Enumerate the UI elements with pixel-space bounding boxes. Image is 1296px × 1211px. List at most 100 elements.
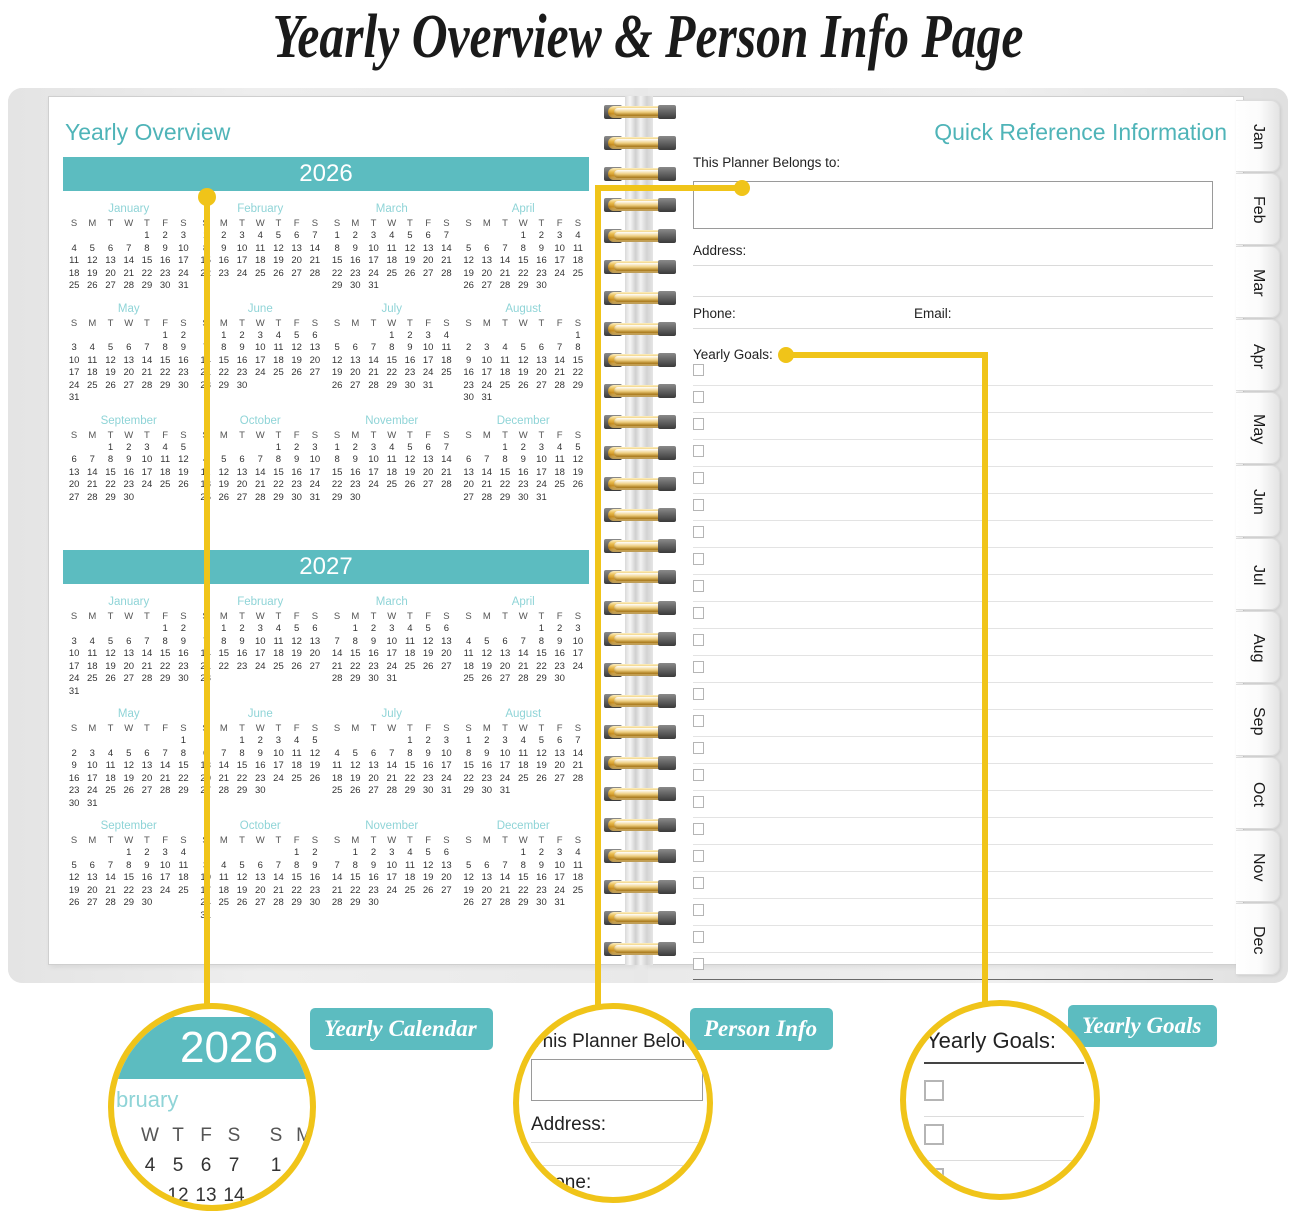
goal-checkbox[interactable]	[693, 661, 704, 673]
goal-row[interactable]	[693, 683, 1213, 710]
weekday-cell: W	[518, 429, 528, 441]
tab-aug[interactable]: Aug	[1236, 611, 1280, 683]
goal-row[interactable]	[693, 899, 1213, 926]
goal-checkbox[interactable]	[693, 904, 704, 916]
day-cell: 3	[557, 847, 563, 858]
day-cell-empty: .	[514, 330, 532, 343]
goal-checkbox[interactable]	[693, 391, 704, 403]
day-cell: 7	[443, 230, 450, 241]
goal-checkbox[interactable]	[693, 634, 704, 646]
day-cell-empty: .	[197, 623, 215, 636]
weekday-cell: T	[144, 218, 150, 229]
tab-apr[interactable]: Apr	[1236, 319, 1280, 391]
day-cell: 12	[218, 466, 230, 478]
goal-row[interactable]	[693, 764, 1213, 791]
goal-checkbox[interactable]	[693, 877, 704, 889]
week-row: 8 9 10 11 12 13 14	[460, 748, 588, 761]
goal-row[interactable]	[693, 386, 1213, 413]
day-cell: 4	[89, 635, 95, 647]
goal-checkbox[interactable]	[693, 607, 704, 619]
goal-row[interactable]	[693, 494, 1213, 521]
goal-checkbox[interactable]	[693, 796, 704, 808]
goal-row[interactable]	[693, 845, 1213, 872]
day-cell: 9	[352, 454, 358, 465]
goal-checkbox[interactable]	[693, 715, 704, 727]
goal-checkbox[interactable]	[693, 580, 704, 592]
magnified-goal-checkbox[interactable]	[924, 1080, 944, 1101]
goal-row[interactable]	[693, 791, 1213, 818]
day-cell: 14	[218, 760, 230, 771]
goal-row[interactable]	[693, 710, 1213, 737]
week-row: .. 1 2 3 4 5	[197, 735, 325, 748]
day-cell: 28	[105, 897, 116, 908]
yearly-goals-checklist[interactable]	[693, 359, 1213, 980]
magnified-goal-checkbox[interactable]	[924, 1168, 944, 1189]
day-cell: 17	[254, 354, 266, 366]
goal-checkbox[interactable]	[693, 364, 704, 376]
tab-mar[interactable]: Mar	[1236, 246, 1280, 318]
goal-checkbox[interactable]	[693, 850, 704, 862]
tab-may[interactable]: May	[1236, 392, 1280, 464]
goal-row[interactable]	[693, 440, 1213, 467]
goal-checkbox[interactable]	[693, 958, 704, 970]
goal-checkbox[interactable]	[693, 418, 704, 430]
goal-row[interactable]	[693, 926, 1213, 953]
day-cell: 17	[554, 255, 565, 266]
goal-checkbox[interactable]	[693, 526, 704, 538]
planner-belongs-to-field[interactable]	[693, 181, 1213, 229]
goal-checkbox[interactable]	[693, 553, 704, 565]
weekday-cell: M	[88, 429, 97, 441]
goal-checkbox[interactable]	[693, 499, 704, 511]
week-row: 29 30 31....	[460, 785, 588, 798]
month-july: JulySMTWTFS....1234567891011121314151617…	[326, 702, 458, 814]
weekday-cell: S	[333, 218, 341, 229]
day-cell: 18	[441, 354, 452, 366]
goal-checkbox[interactable]	[693, 445, 704, 457]
day-cell-empty: .	[496, 230, 514, 243]
day-cell: 16	[254, 760, 266, 771]
goal-row[interactable]	[693, 548, 1213, 575]
goal-checkbox[interactable]	[693, 823, 704, 835]
day-cell: 21	[105, 884, 116, 896]
tab-jan[interactable]: Jan	[1236, 100, 1280, 172]
weekday-cell: T	[538, 317, 545, 329]
goal-row[interactable]	[693, 602, 1213, 629]
goal-row[interactable]	[693, 629, 1213, 656]
goal-checkbox[interactable]	[693, 742, 704, 754]
day-cell: 22	[218, 367, 230, 378]
goal-row[interactable]	[693, 359, 1213, 386]
tab-dec[interactable]: Dec	[1236, 903, 1280, 975]
goal-row[interactable]	[693, 575, 1213, 602]
goal-checkbox[interactable]	[693, 472, 704, 484]
tab-nov[interactable]: Nov	[1236, 830, 1280, 902]
goal-row[interactable]	[693, 467, 1213, 494]
goal-row[interactable]	[693, 872, 1213, 899]
tab-oct[interactable]: Oct	[1236, 757, 1280, 829]
goal-row[interactable]	[693, 656, 1213, 683]
spiral-coil	[604, 321, 676, 337]
tab-feb[interactable]: Feb	[1236, 173, 1280, 245]
day-cell-empty: .	[101, 623, 119, 636]
goal-row[interactable]	[693, 521, 1213, 548]
tab-sep[interactable]: Sep	[1236, 684, 1280, 756]
month-august: AugustSMTWTFS......123456789101112131415…	[458, 297, 590, 409]
goal-row[interactable]	[693, 818, 1213, 845]
tab-jul[interactable]: Jul	[1236, 538, 1280, 610]
goal-checkbox[interactable]	[693, 769, 704, 781]
day-cell: 6	[126, 635, 132, 647]
day-cell: 5	[407, 441, 413, 453]
goal-row[interactable]	[693, 953, 1213, 980]
day-cell: 28	[123, 280, 135, 291]
phone-label: Phone:	[693, 306, 736, 321]
goal-row[interactable]	[693, 737, 1213, 764]
month-index-tabs[interactable]: Jan Feb Mar Apr May Jun Jul Aug Sep Oct Nov Dec	[1236, 100, 1284, 976]
goal-row[interactable]	[693, 413, 1213, 440]
day-cell: 18	[178, 872, 189, 883]
tab-jun[interactable]: Jun	[1236, 465, 1280, 537]
day-cell-empty: .	[215, 442, 233, 455]
goal-checkbox[interactable]	[693, 688, 704, 700]
day-cell: 23	[236, 367, 248, 378]
day-cell: 31	[200, 909, 211, 921]
magnified-goal-checkbox[interactable]	[924, 1124, 944, 1145]
goal-checkbox[interactable]	[693, 931, 704, 943]
